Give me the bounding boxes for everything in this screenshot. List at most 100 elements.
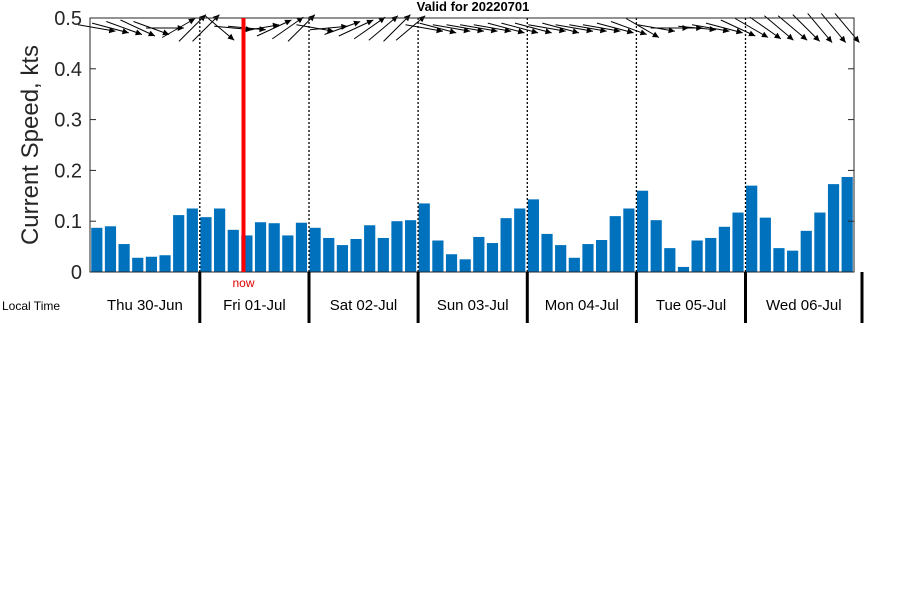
arrow-shaft xyxy=(368,15,399,41)
speed-bar xyxy=(391,221,403,272)
direction-arrow xyxy=(473,24,512,34)
arrow-shaft xyxy=(106,21,143,35)
arrow-head xyxy=(517,28,525,35)
arrow-shaft xyxy=(734,18,769,38)
arrow-shaft xyxy=(256,19,292,37)
arrow-head xyxy=(586,27,593,34)
bars-group xyxy=(91,177,853,272)
arrow-head xyxy=(366,19,374,26)
arrow-shaft xyxy=(432,24,471,32)
arrow-head xyxy=(162,29,170,36)
speed-bar xyxy=(527,199,539,272)
y-tick-label: 0.5 xyxy=(54,8,82,30)
arrow-shaft xyxy=(487,22,525,34)
speed-bar xyxy=(241,235,253,272)
day-label: Wed 06-Jul xyxy=(766,297,842,314)
speed-bar xyxy=(677,266,690,272)
direction-arrow xyxy=(610,21,647,36)
speed-bar xyxy=(773,248,785,272)
speed-bar xyxy=(418,203,430,272)
speed-bar xyxy=(514,208,526,272)
speed-bar xyxy=(214,208,226,272)
day-label: Tue 05-Jul xyxy=(656,297,726,314)
speed-bar xyxy=(254,222,267,272)
direction-arrow xyxy=(91,22,129,35)
arrow-shaft xyxy=(272,16,304,40)
speed-bar xyxy=(596,240,608,272)
direction-arrow xyxy=(432,24,471,34)
direction-arrow xyxy=(691,24,730,34)
arrow-head xyxy=(449,28,457,35)
speed-bar xyxy=(432,240,444,272)
arrow-shaft xyxy=(749,16,782,40)
direction-arrow xyxy=(405,24,444,34)
arrow-shaft xyxy=(309,25,348,31)
arrow-head xyxy=(544,28,552,35)
speed-bar xyxy=(159,255,171,272)
arrow-shaft xyxy=(625,18,660,38)
direction-arrow xyxy=(161,18,196,38)
direction-arrow xyxy=(501,22,539,35)
day-label: Thu 30-Jun xyxy=(107,297,183,314)
direction-arrow xyxy=(383,14,411,42)
speed-bar xyxy=(405,220,417,272)
arrow-shaft xyxy=(777,15,808,41)
arrow-shaft xyxy=(501,22,539,34)
direction-arrow xyxy=(338,19,374,37)
arrow-head xyxy=(572,28,579,35)
arrow-head xyxy=(531,28,539,35)
arrow-head xyxy=(108,27,116,34)
arrow-shaft xyxy=(764,15,794,41)
arrow-shaft xyxy=(78,24,116,32)
speed-bar xyxy=(336,245,348,272)
direction-arrow xyxy=(487,22,525,35)
speed-bar xyxy=(814,212,826,272)
arrow-head xyxy=(177,25,184,31)
arrow-shaft xyxy=(214,25,253,31)
speed-bar xyxy=(145,256,157,272)
arrow-head xyxy=(227,33,235,41)
direction-arrow xyxy=(582,24,621,34)
speed-bar xyxy=(227,229,239,272)
speed-bar xyxy=(200,217,212,272)
speed-bar xyxy=(827,184,840,272)
chart-title: Valid for 20220701 xyxy=(417,0,530,14)
direction-arrow xyxy=(705,22,743,35)
direction-arrow xyxy=(460,24,498,34)
direction-arrow xyxy=(764,15,794,41)
direction-arrow xyxy=(395,15,426,41)
arrow-head xyxy=(272,22,280,29)
speed-bar xyxy=(718,226,730,272)
arrow-head xyxy=(761,31,769,38)
arrow-shaft xyxy=(528,24,566,32)
y-axis-label: Current Speed, kts xyxy=(17,45,44,245)
arrow-shaft xyxy=(610,21,647,35)
arrow-head xyxy=(722,27,730,34)
speed-bar xyxy=(173,215,185,272)
day-separators xyxy=(199,18,747,272)
arrow-head xyxy=(504,27,512,34)
arrow-head xyxy=(825,35,833,43)
arrow-shaft xyxy=(324,21,361,35)
arrow-shaft xyxy=(542,22,580,34)
speed-bar xyxy=(445,254,458,272)
speed-bar xyxy=(459,259,471,272)
speed-bar xyxy=(282,235,294,272)
arrow-head xyxy=(436,27,443,34)
arrow-head xyxy=(668,27,675,34)
direction-arrow xyxy=(569,24,607,34)
arrow-shaft xyxy=(582,24,621,32)
speed-bar xyxy=(787,250,799,272)
speed-bar xyxy=(555,245,567,272)
speed-bar xyxy=(732,212,744,272)
direction-arrow xyxy=(734,18,769,38)
speed-bar xyxy=(650,220,662,272)
direction-arrow xyxy=(514,22,552,35)
arrow-shaft xyxy=(596,22,634,34)
speed-bar xyxy=(609,216,621,272)
direction-arrow xyxy=(241,22,280,32)
speed-bar xyxy=(104,226,117,272)
arrow-shaft xyxy=(446,24,484,32)
arrow-shaft xyxy=(161,18,196,38)
